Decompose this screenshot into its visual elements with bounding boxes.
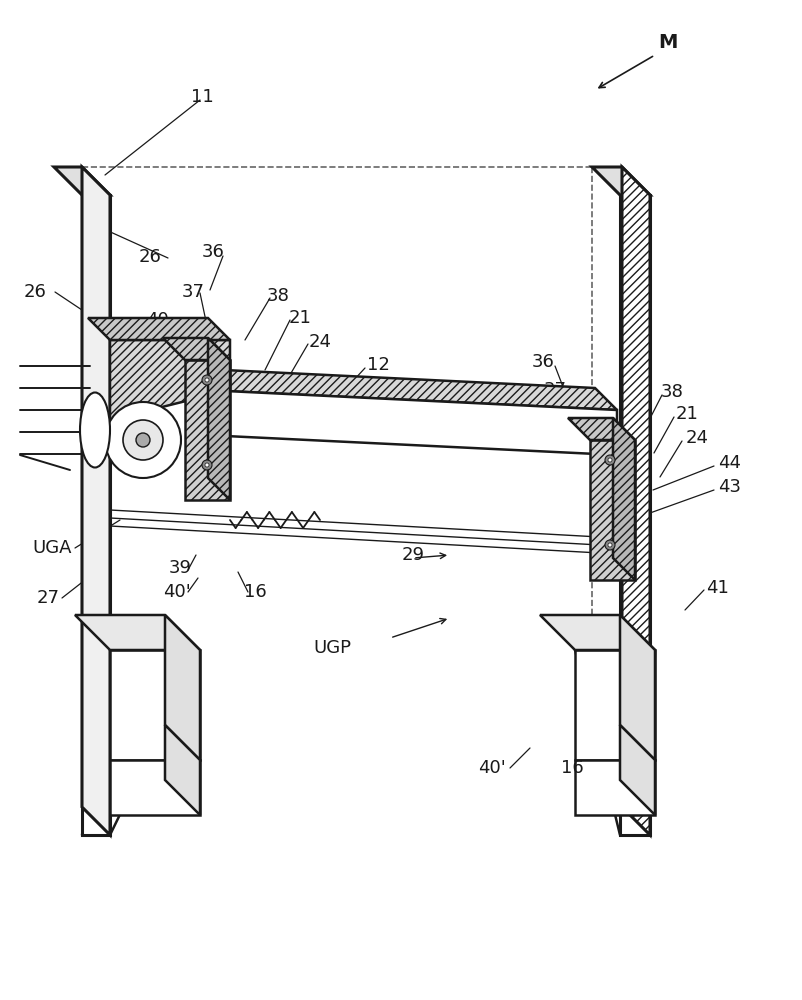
Polygon shape (164, 725, 200, 815)
Circle shape (604, 455, 614, 465)
Text: 40': 40' (163, 583, 191, 601)
Text: 26: 26 (139, 248, 161, 266)
Polygon shape (619, 615, 654, 760)
Text: 41: 41 (706, 579, 728, 597)
Polygon shape (110, 340, 229, 420)
Polygon shape (163, 338, 229, 360)
Text: 36: 36 (531, 353, 553, 371)
Polygon shape (574, 650, 654, 760)
Polygon shape (184, 360, 229, 500)
Text: 37: 37 (543, 381, 565, 399)
Text: 37: 37 (181, 283, 205, 301)
Text: 36: 36 (201, 243, 224, 261)
Circle shape (205, 378, 209, 382)
Polygon shape (82, 167, 110, 835)
Polygon shape (612, 418, 634, 580)
Polygon shape (208, 338, 229, 500)
Circle shape (607, 543, 611, 547)
Circle shape (205, 463, 209, 467)
Text: M: M (658, 32, 677, 51)
Polygon shape (589, 440, 634, 580)
Text: 29: 29 (401, 546, 424, 564)
Circle shape (202, 375, 212, 385)
Text: 21: 21 (288, 309, 311, 327)
Polygon shape (88, 318, 229, 340)
Text: UGA: UGA (32, 539, 71, 557)
Circle shape (136, 433, 150, 447)
Polygon shape (82, 195, 110, 835)
Polygon shape (622, 167, 649, 835)
Text: 39: 39 (168, 559, 191, 577)
Polygon shape (183, 368, 616, 410)
Polygon shape (567, 418, 634, 440)
Circle shape (202, 460, 212, 470)
Text: 16: 16 (560, 759, 582, 777)
Polygon shape (205, 390, 616, 455)
Polygon shape (539, 615, 654, 650)
Text: 43: 43 (718, 478, 740, 496)
Text: 26: 26 (23, 283, 47, 301)
Polygon shape (54, 167, 110, 195)
Text: 11: 11 (190, 88, 213, 106)
Circle shape (105, 402, 180, 478)
Polygon shape (75, 615, 200, 650)
Text: 16: 16 (243, 583, 266, 601)
Text: 24: 24 (685, 429, 707, 447)
Text: 38: 38 (266, 287, 289, 305)
Text: 24: 24 (308, 333, 331, 351)
Text: 38: 38 (660, 383, 683, 401)
Text: 40: 40 (515, 406, 537, 424)
Circle shape (604, 540, 614, 550)
Circle shape (123, 420, 163, 460)
Polygon shape (110, 650, 200, 760)
Circle shape (607, 458, 611, 462)
Text: 12: 12 (366, 356, 389, 374)
Ellipse shape (80, 392, 110, 468)
Polygon shape (164, 615, 200, 760)
Polygon shape (574, 760, 654, 815)
Text: UGP: UGP (313, 639, 350, 657)
Text: 21: 21 (674, 405, 698, 423)
Text: 27: 27 (36, 589, 59, 607)
Text: 40: 40 (145, 311, 168, 329)
Polygon shape (619, 195, 649, 835)
Text: 40': 40' (477, 759, 505, 777)
Polygon shape (110, 760, 200, 815)
Polygon shape (591, 167, 649, 195)
Text: 44: 44 (718, 454, 740, 472)
Polygon shape (619, 725, 654, 815)
